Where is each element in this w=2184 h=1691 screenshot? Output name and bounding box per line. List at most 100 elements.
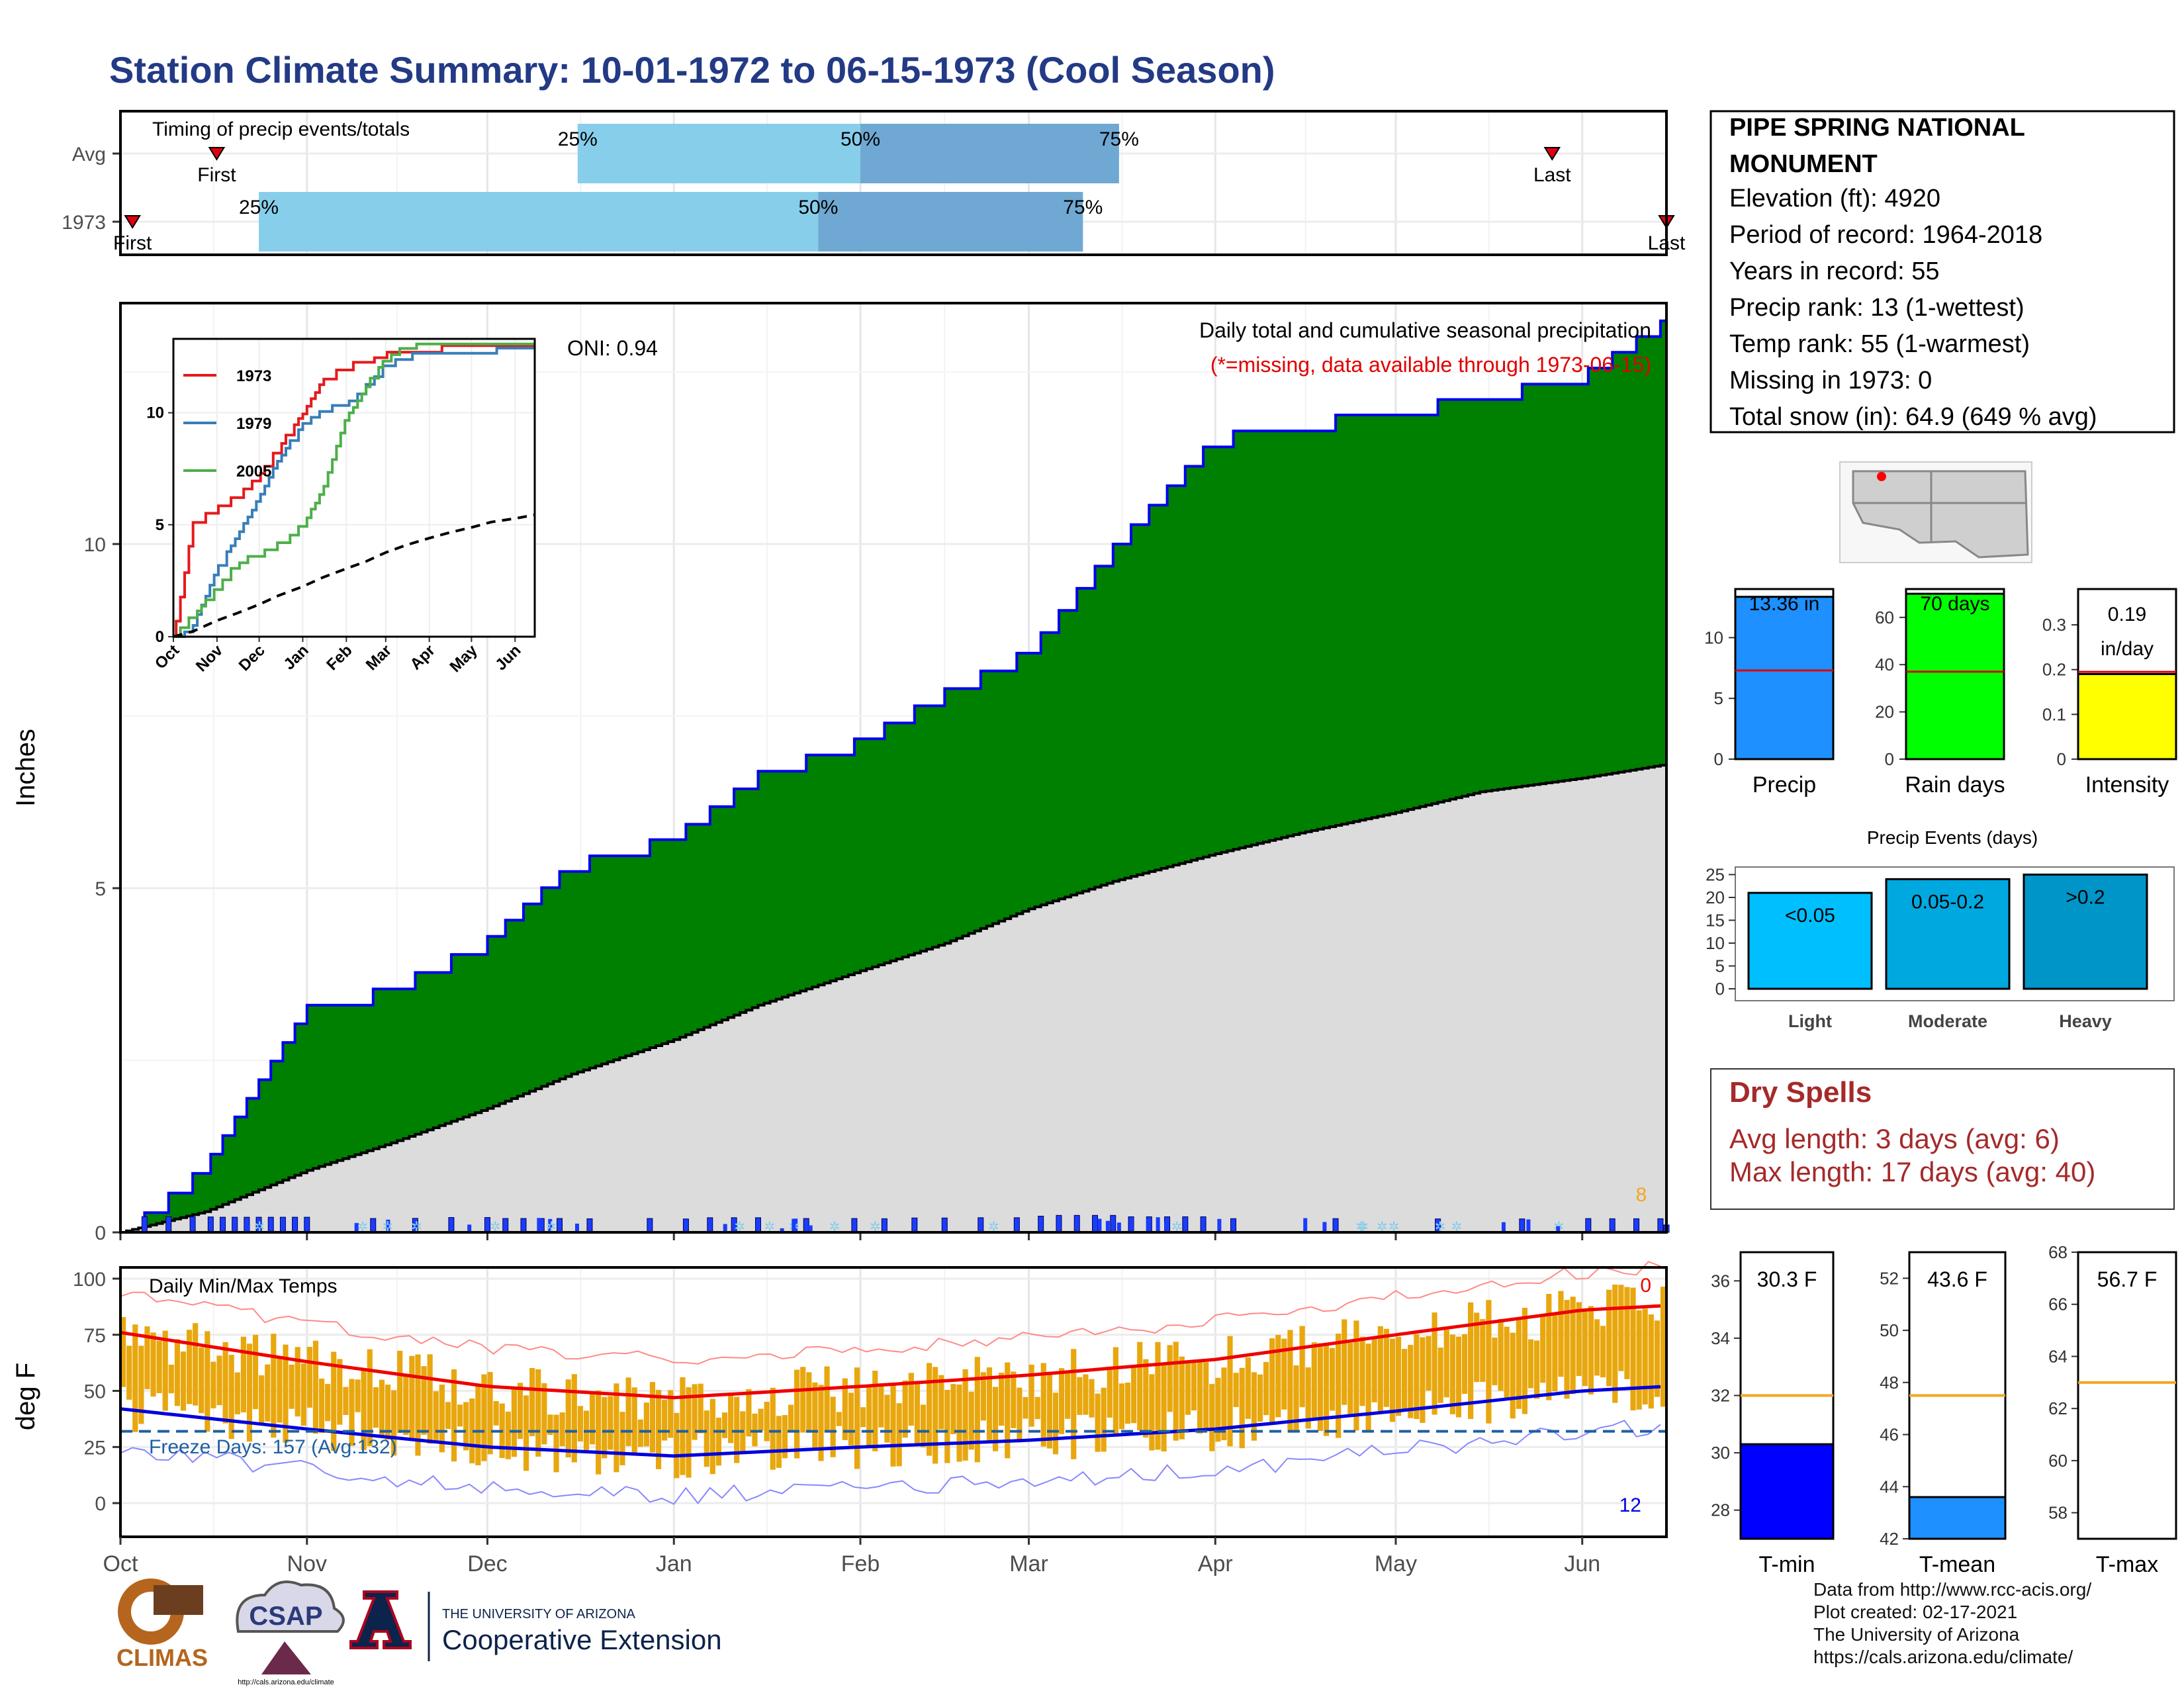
- daily-temp-bar: [1624, 1287, 1630, 1379]
- daily-temp-bar: [1101, 1387, 1107, 1452]
- temp-bar-tick-label: 30: [1711, 1443, 1730, 1463]
- daily-temp-bar: [1137, 1342, 1143, 1431]
- daily-temp-bar: [968, 1391, 974, 1450]
- daily-temp-bar: [1124, 1382, 1131, 1424]
- daily-precip-bar: [520, 1218, 527, 1233]
- events-title: Precip Events (days): [1867, 827, 2038, 848]
- snow-marker: ✲: [357, 1220, 369, 1234]
- daily-temp-bar: [120, 1317, 126, 1387]
- snow-marker: ✲: [1377, 1220, 1388, 1234]
- daily-temp-bar: [602, 1396, 608, 1459]
- temp-y-tick-label: 50: [84, 1381, 106, 1403]
- daily-precip-bar: [1657, 1218, 1664, 1233]
- daily-temp-bar: [397, 1350, 403, 1434]
- inset-x-tick-label: Feb: [323, 641, 355, 674]
- daily-temp-bar: [1083, 1374, 1089, 1415]
- daily-temp-bar: [1582, 1308, 1588, 1387]
- cold-days-count: 12: [1619, 1494, 1641, 1516]
- hot-days-count: 0: [1640, 1275, 1651, 1297]
- daily-temp-bar: [1353, 1320, 1359, 1431]
- dry-spells-title: Dry Spells: [1729, 1076, 1872, 1109]
- daily-precip-bar: [267, 1216, 274, 1233]
- temp-bar-value-label: 56.7 F: [2097, 1267, 2158, 1291]
- precip-panel-note: (*=missing, data available through 1973-…: [1210, 353, 1651, 377]
- daily-temp-bar: [1414, 1334, 1420, 1420]
- daily-temp-bar: [1203, 1362, 1209, 1430]
- event-bar-light: [1747, 891, 1873, 990]
- daily-temp-bar: [830, 1396, 836, 1457]
- daily-temp-bar: [132, 1324, 138, 1432]
- daily-temp-bar: [794, 1369, 800, 1459]
- daily-temp-bar: [1594, 1319, 1600, 1376]
- daily-temp-bar: [668, 1390, 674, 1438]
- daily-precip-bar: [304, 1216, 310, 1233]
- daily-temp-bar: [854, 1367, 860, 1469]
- daily-temp-bar: [986, 1367, 993, 1441]
- daily-precip-bar: [1322, 1222, 1327, 1232]
- daily-temp-bar: [1365, 1344, 1371, 1431]
- daily-temp-bar: [1058, 1368, 1065, 1434]
- daily-temp-bar: [1347, 1342, 1353, 1414]
- daily-precip-bar: [574, 1223, 579, 1232]
- daily-temp-bar: [721, 1412, 728, 1438]
- daily-temp-bar: [614, 1383, 619, 1473]
- daily-precip-bar: [586, 1218, 593, 1233]
- daily-temp-bar: [812, 1382, 818, 1449]
- daily-temp-bar: [180, 1351, 187, 1411]
- daily-temp-bar: [547, 1414, 553, 1435]
- quartile-label-75: 75%: [1063, 197, 1103, 218]
- daily-temp-bar: [1564, 1300, 1570, 1399]
- daily-precip-bar: [682, 1218, 689, 1233]
- daily-temp-bar: [643, 1402, 649, 1447]
- temp-bar-tick-label: 64: [2048, 1346, 2068, 1366]
- timing-row-label: 1973: [62, 212, 106, 234]
- daily-temp-bar: [186, 1330, 193, 1404]
- station-info-line: Elevation (ft): 4920: [1729, 185, 1940, 212]
- daily-temp-bar: [162, 1330, 168, 1411]
- average-min-line: [120, 1385, 1661, 1458]
- daily-temp-bar: [956, 1384, 962, 1462]
- inset-background: [173, 339, 535, 637]
- daily-temp-bar: [589, 1392, 596, 1445]
- daily-temp-bar: [1017, 1387, 1023, 1443]
- daily-temp-bar: [1342, 1319, 1347, 1405]
- daily-temp-bar: [637, 1419, 643, 1447]
- temp-bar-tick-label: 60: [2048, 1451, 2068, 1471]
- ua-logo-icon: [349, 1590, 412, 1649]
- dry-spells-avg: Avg length: 3 days (avg: 6): [1729, 1123, 2060, 1154]
- daily-precip-bar: [1230, 1218, 1237, 1233]
- daily-precip-bar: [1116, 1222, 1121, 1232]
- mini-bar-value-label: 13.36 in: [1749, 593, 1820, 615]
- daily-temp-bar: [1522, 1308, 1528, 1414]
- daily-temp-bar: [1179, 1356, 1185, 1440]
- inset-x-tick-label: Nov: [193, 641, 227, 676]
- daily-temp-bar: [439, 1385, 445, 1453]
- snow-marker: ✲: [546, 1220, 557, 1234]
- temp-y-tick-label: 100: [73, 1269, 106, 1291]
- daily-temp-bar: [156, 1340, 162, 1394]
- daily-temp-bar: [908, 1373, 914, 1426]
- daily-temp-bar: [1317, 1343, 1323, 1432]
- daily-temp-bar: [126, 1346, 132, 1400]
- daily-temp-bar: [234, 1372, 240, 1414]
- daily-temp-bar: [1028, 1364, 1034, 1427]
- temp-bar-t-min: [1739, 1443, 1835, 1540]
- timing-bar-late: [860, 124, 1119, 183]
- daily-precip-bar: [1156, 1217, 1160, 1232]
- temp-bar-value-label: 43.6 F: [1927, 1267, 1987, 1291]
- daily-temp-bar: [228, 1355, 234, 1440]
- daily-temp-bar: [896, 1403, 902, 1467]
- daily-temp-bar: [1089, 1379, 1095, 1418]
- station-info-box: [1709, 110, 2175, 434]
- daily-temp-bar: [1570, 1297, 1576, 1394]
- daily-precip-bar: [941, 1217, 948, 1233]
- inset-y-tick-label: 0: [156, 628, 164, 646]
- daily-temp-bar: [764, 1402, 770, 1441]
- daily-temp-bar: [619, 1412, 625, 1465]
- daily-temp-bar: [824, 1366, 830, 1433]
- footer-line: https://cals.arizona.edu/climate/: [1813, 1647, 2073, 1667]
- y-tick-label: 10: [84, 534, 106, 556]
- daily-temp-bar: [649, 1382, 656, 1453]
- daily-precip-bar: [1200, 1216, 1206, 1233]
- daily-temp-bar: [902, 1380, 908, 1438]
